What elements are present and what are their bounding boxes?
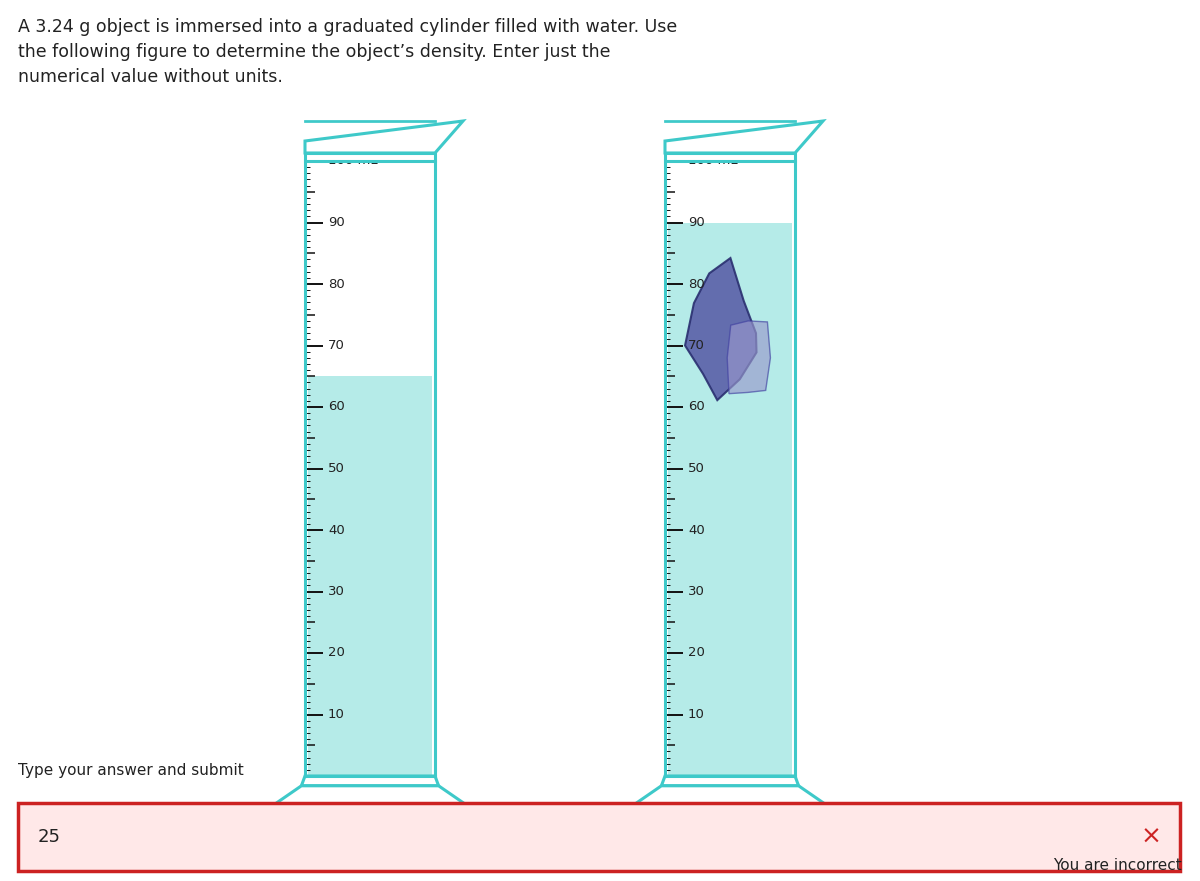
Text: 40: 40 [328, 523, 344, 537]
Text: 60: 60 [688, 401, 704, 413]
Polygon shape [727, 321, 770, 394]
Polygon shape [275, 786, 466, 804]
Text: A 3.24 g object is immersed into a graduated cylinder filled with water. Use
the: A 3.24 g object is immersed into a gradu… [18, 18, 677, 86]
Text: 40: 40 [688, 523, 704, 537]
Text: ×: × [1141, 825, 1162, 849]
Polygon shape [665, 121, 823, 153]
Text: 50: 50 [688, 462, 704, 475]
Text: 25: 25 [38, 828, 61, 846]
Polygon shape [635, 786, 826, 804]
Text: 30: 30 [328, 585, 344, 598]
Bar [308, 376, 432, 776]
Bar [305, 161, 436, 776]
Text: 50: 50 [328, 462, 344, 475]
Text: 100 mL: 100 mL [688, 154, 738, 167]
Text: 20: 20 [688, 647, 704, 660]
Text: 20: 20 [328, 647, 344, 660]
Text: 70: 70 [688, 339, 704, 352]
Text: 100 mL: 100 mL [328, 154, 378, 167]
Text: 10: 10 [328, 708, 344, 721]
Bar [665, 161, 796, 776]
Text: 60: 60 [328, 401, 344, 413]
Bar [668, 223, 792, 776]
Polygon shape [661, 776, 799, 786]
Polygon shape [305, 121, 463, 153]
Text: 70: 70 [328, 339, 344, 352]
Text: You are incorrect: You are incorrect [1054, 858, 1182, 873]
Text: Type your answer and submit: Type your answer and submit [18, 763, 244, 778]
Text: 10: 10 [688, 708, 704, 721]
Polygon shape [665, 153, 796, 161]
Polygon shape [685, 258, 756, 400]
Polygon shape [305, 153, 436, 161]
Text: 80: 80 [328, 278, 344, 291]
Text: 80: 80 [688, 278, 704, 291]
Text: 90: 90 [688, 216, 704, 229]
Polygon shape [301, 776, 439, 786]
Text: 30: 30 [688, 585, 704, 598]
Text: 90: 90 [328, 216, 344, 229]
Bar [18, 803, 1180, 871]
